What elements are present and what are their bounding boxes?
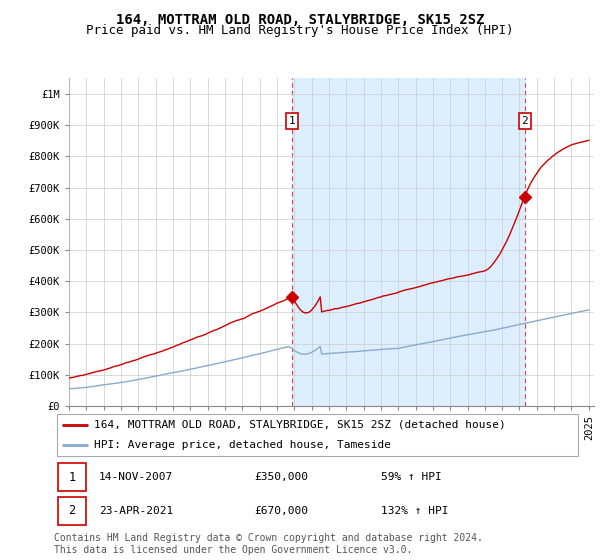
Text: 14-NOV-2007: 14-NOV-2007 <box>99 473 173 482</box>
FancyBboxPatch shape <box>56 414 578 455</box>
Text: Contains HM Land Registry data © Crown copyright and database right 2024.
This d: Contains HM Land Registry data © Crown c… <box>54 533 483 555</box>
Text: 23-APR-2021: 23-APR-2021 <box>99 506 173 516</box>
FancyBboxPatch shape <box>58 497 86 525</box>
Text: Price paid vs. HM Land Registry's House Price Index (HPI): Price paid vs. HM Land Registry's House … <box>86 24 514 37</box>
Text: £670,000: £670,000 <box>254 506 308 516</box>
Bar <box>292 78 525 406</box>
Text: 164, MOTTRAM OLD ROAD, STALYBRIDGE, SK15 2SZ (detached house): 164, MOTTRAM OLD ROAD, STALYBRIDGE, SK15… <box>94 420 505 430</box>
Text: HPI: Average price, detached house, Tameside: HPI: Average price, detached house, Tame… <box>94 440 391 450</box>
Text: 132% ↑ HPI: 132% ↑ HPI <box>382 506 449 516</box>
Text: 2: 2 <box>68 505 76 517</box>
Text: 164, MOTTRAM OLD ROAD, STALYBRIDGE, SK15 2SZ: 164, MOTTRAM OLD ROAD, STALYBRIDGE, SK15… <box>116 13 484 27</box>
Text: 1: 1 <box>289 116 295 126</box>
Text: 59% ↑ HPI: 59% ↑ HPI <box>382 473 442 482</box>
FancyBboxPatch shape <box>58 464 86 492</box>
Text: 1: 1 <box>68 471 76 484</box>
Text: 2: 2 <box>521 116 528 126</box>
Text: £350,000: £350,000 <box>254 473 308 482</box>
